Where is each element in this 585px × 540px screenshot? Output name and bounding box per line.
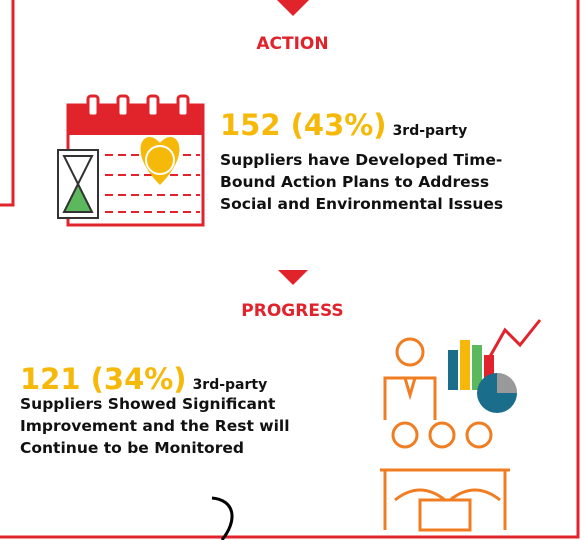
figure-suffix: 3rd-party bbox=[193, 377, 268, 393]
decoration bbox=[0, 0, 585, 540]
description-line: Suppliers have Developed Time- bbox=[220, 149, 503, 171]
figure: 152 (43%) bbox=[220, 108, 387, 142]
description-line: Bound Action Plans to Address bbox=[220, 171, 503, 193]
figure-line: 152 (43%) 3rd-party bbox=[220, 108, 467, 142]
description-line: Suppliers Showed Significant bbox=[20, 393, 290, 415]
section-heading: ACTION bbox=[0, 34, 585, 54]
calendar-icon bbox=[58, 96, 203, 225]
figure-line: 121 (34%) 3rd-party bbox=[20, 362, 267, 396]
figure-suffix: 3rd-party bbox=[393, 123, 468, 139]
description: Suppliers Showed Significant Improvement… bbox=[20, 393, 290, 459]
description-line: Improvement and the Rest will bbox=[20, 415, 290, 437]
section-heading: PROGRESS bbox=[0, 301, 585, 321]
infographic: ACTION 152 (43%) 3rd-party Suppliers have… bbox=[0, 0, 585, 540]
description-line: Social and Environmental Issues bbox=[220, 193, 503, 215]
description: Suppliers have Developed Time- Bound Act… bbox=[220, 149, 503, 215]
figure: 121 (34%) bbox=[20, 362, 187, 396]
description-line: Continue to be Monitored bbox=[20, 437, 290, 459]
